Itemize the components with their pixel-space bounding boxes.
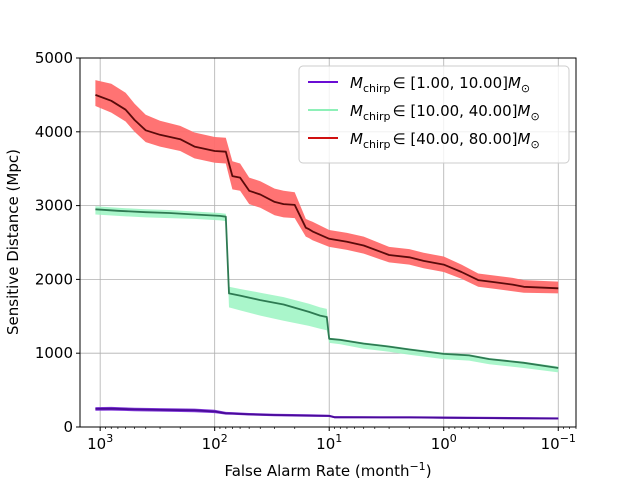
x-tick-base: 10 [431,435,450,453]
legend-msun-symbol: M [518,130,531,148]
x-tick-base: 10 [87,435,106,453]
y-tick-label: 5000 [35,49,73,67]
x-tick-label: 10−1 [541,432,576,453]
legend-chirp-sub: chirp [363,110,391,123]
plot-frame [79,57,577,428]
x-tick-exponent: 3 [106,432,113,445]
legend-label-2: Mchirp ∈ [10.00, 40.00]M⊙ [350,102,540,123]
x-tick-label: 100 [431,432,457,453]
x-tick-base: 10 [316,435,335,453]
x-tick-exponent: 2 [221,432,228,445]
series-line-1 [95,407,559,420]
y-tick-label: 2000 [35,270,73,288]
y-tick-label: 0 [63,418,73,436]
x-axis-label-text: False Alarm Rate (month [224,462,409,480]
x-tick-exponent: 1 [335,432,342,445]
series-line-3 [95,94,559,290]
legend-m-symbol: M [350,74,363,92]
legend-chirp-sub: chirp [363,82,391,95]
x-tick-label: 102 [202,432,228,453]
legend-msun-symbol: M [518,102,531,120]
legend-sun-sub: ⊙ [530,138,539,151]
legend-m-symbol: M [350,102,363,120]
legend-box [298,65,570,164]
series-line-2 [95,208,559,369]
x-tick-label: 103 [87,432,113,453]
x-tick-label: 101 [316,432,342,453]
series-band-1 [95,406,559,420]
legend-msun-symbol: M [508,74,521,92]
x-tick-exponent: 0 [450,432,457,445]
x-tick-base: 10 [541,435,560,453]
x-axis-label-sup: −1 [409,460,425,473]
y-tick-label: 4000 [35,123,73,141]
legend-range: ∈ [10.00, 40.00] [393,102,518,120]
series-lines [95,94,559,420]
legend: Mchirp ∈ [1.00, 10.00]M⊙Mchirp ∈ [10.00, 4… [298,65,570,164]
legend-sun-sub: ⊙ [521,82,530,95]
legend-chirp-sub: chirp [363,138,391,151]
x-tick-base: 10 [202,435,221,453]
legend-range: ∈ [40.00, 80.00] [393,130,518,148]
legend-range: ∈ [1.00, 10.00] [393,74,508,92]
x-tick-exponent: −1 [560,432,576,445]
confidence-bands [95,80,559,420]
x-axis-label: False Alarm Rate (month−1) [224,460,431,480]
x-axis-label-close: ) [426,462,432,480]
y-axis-label: Sensitive Distance (Mpc) [4,149,22,335]
y-tick-label: 3000 [35,197,73,215]
legend-label-1: Mchirp ∈ [1.00, 10.00]M⊙ [350,74,530,95]
y-tick-label: 1000 [35,344,73,362]
y-axis-ticks: 0 1000 2000 3000 4000 5000 [35,49,80,436]
legend-label-3: Mchirp ∈ [40.00, 80.00]M⊙ [350,130,540,151]
legend-sun-sub: ⊙ [530,110,539,123]
legend-m-symbol: M [350,130,363,148]
x-axis-ticks: 103 102 101 100 10−1 [87,427,577,453]
